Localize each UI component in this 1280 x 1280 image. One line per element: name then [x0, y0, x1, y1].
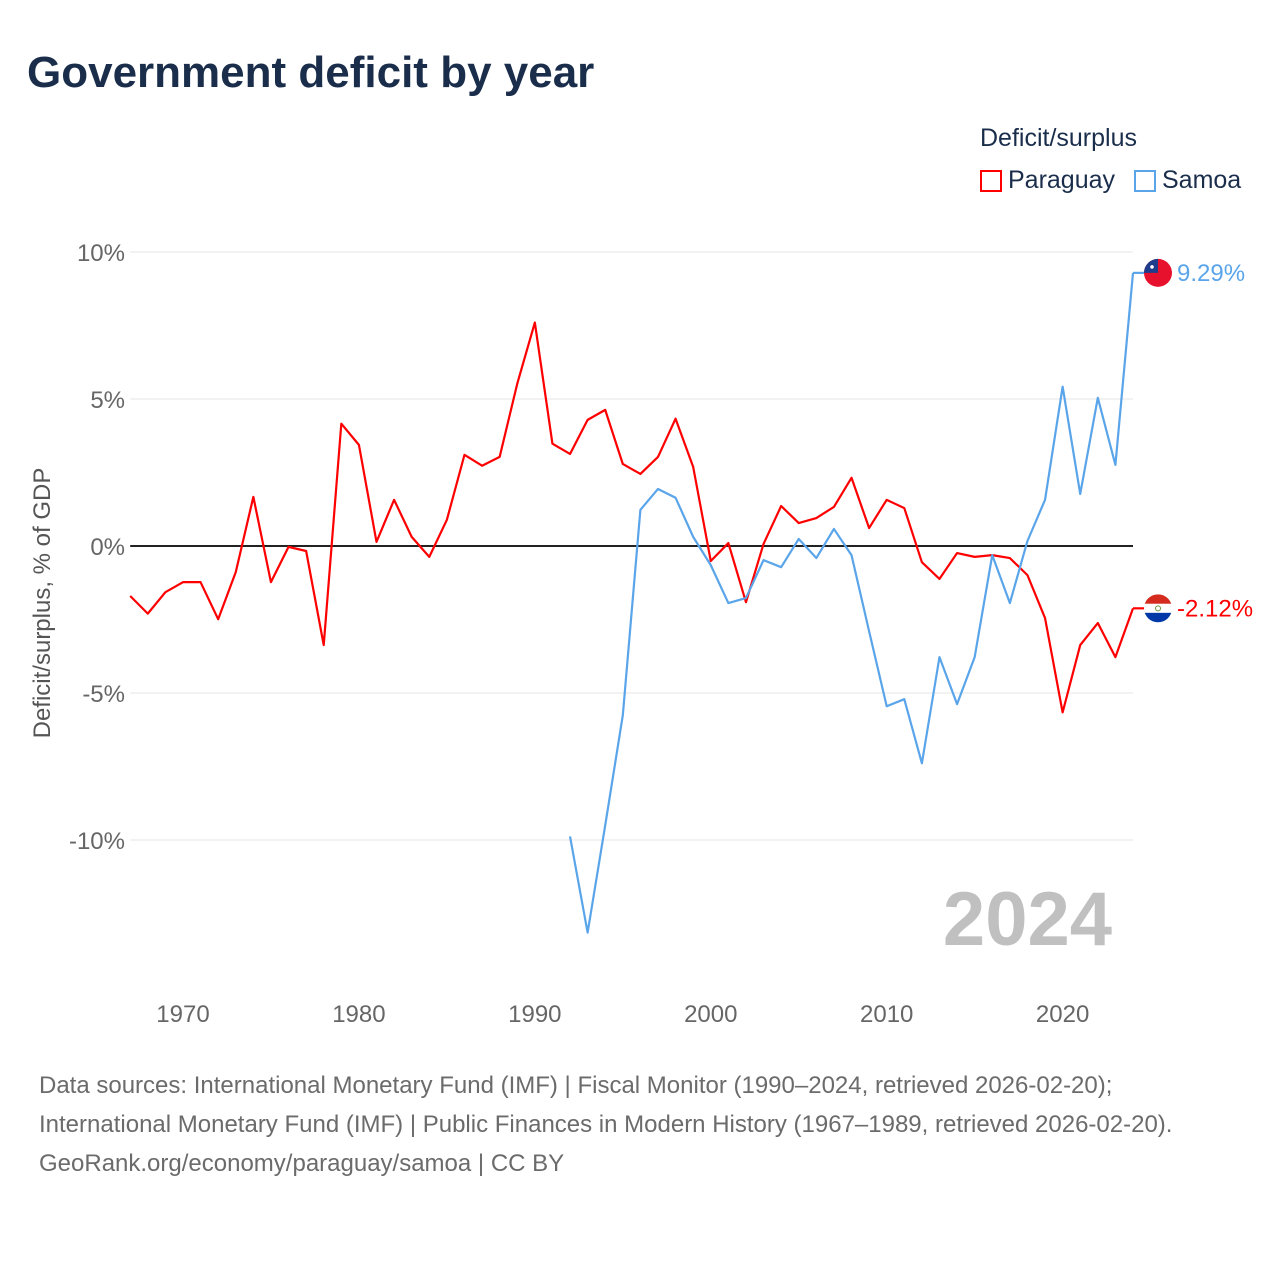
credit-link[interactable]: GeoRank.org/economy/paraguay/samoa | CC …: [39, 1150, 565, 1177]
series-line-samoa[interactable]: [568, 272, 1135, 934]
y-tick-label: -10%: [69, 828, 125, 855]
y-axis-label: Deficit/surplus, % of GDP: [29, 468, 56, 739]
legend-label: Samoa: [1162, 166, 1242, 194]
y-tick-label: -5%: [82, 681, 125, 708]
chart-title: Government deficit by year: [27, 48, 595, 97]
y-tick-label: 0%: [90, 534, 125, 561]
end-value-label-paraguay: -2.12%: [1177, 595, 1253, 622]
paraguay-flag-icon: [1144, 594, 1172, 623]
x-tick-label: 2000: [684, 1001, 737, 1028]
data-sources: Data sources: International Monetary Fun…: [39, 1072, 1173, 1138]
legend-item-paraguay[interactable]: Paraguay: [980, 166, 1115, 195]
year-watermark: 2024: [943, 877, 1112, 962]
x-tick-label: 2010: [860, 1001, 913, 1028]
legend-label: Paraguay: [1008, 166, 1116, 194]
legend-title: Deficit/surplus: [980, 124, 1137, 152]
series-line-paraguay[interactable]: [129, 321, 1135, 714]
legend-item-samoa[interactable]: Samoa: [1134, 166, 1241, 195]
samoa-flag-icon: [1144, 258, 1172, 287]
x-tick-label: 1990: [508, 1001, 561, 1028]
footer: Data sources: International Monetary Fun…: [39, 1066, 1239, 1183]
y-tick-label: 10%: [77, 240, 125, 267]
line-chart: 10%5%0%-5%-10% 1970 1980 1990 2000 2010 2020 …: [29, 240, 1253, 1028]
legend-swatch-paraguay: [980, 169, 1002, 192]
x-tick-label: 2020: [1036, 1001, 1089, 1028]
x-tick-label: 1970: [156, 1001, 209, 1028]
y-tick-label: 5%: [90, 387, 125, 414]
end-value-label-samoa: 9.29%: [1177, 260, 1245, 287]
x-tick-label: 1980: [332, 1001, 385, 1028]
legend-swatch-samoa: [1134, 169, 1156, 192]
